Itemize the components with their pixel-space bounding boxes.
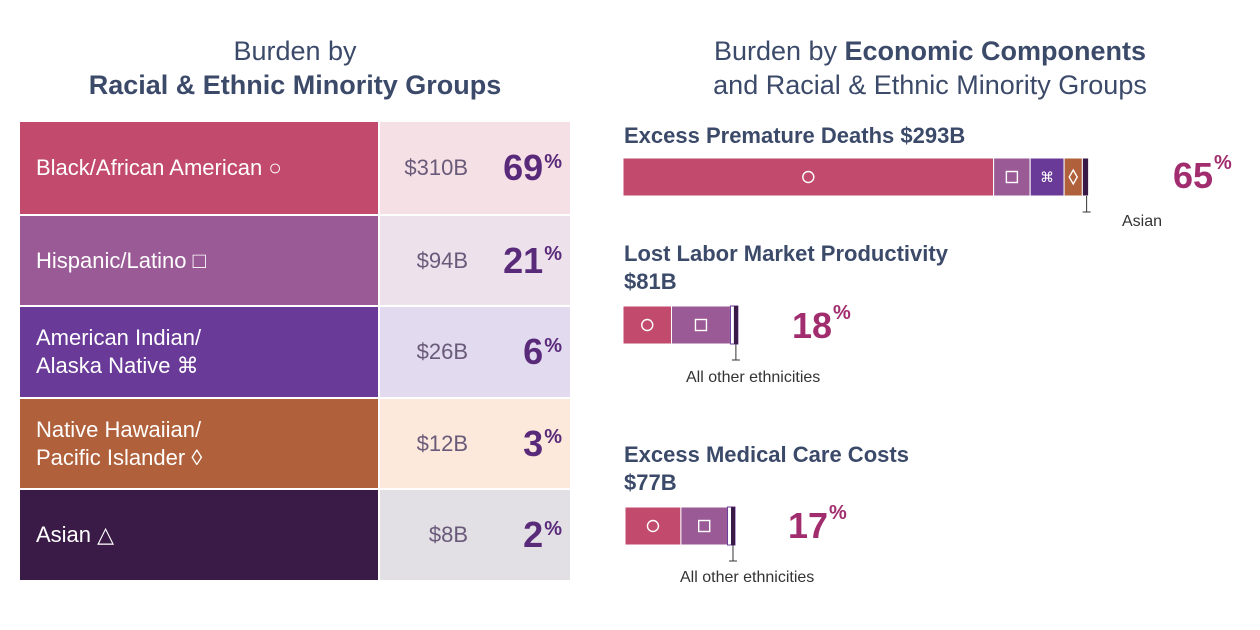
row-percent: 2% [523,514,562,555]
row-percent: 69% [503,147,562,188]
segment-symbol-icon [641,318,654,332]
row-label: Hispanic/Latino □ [20,216,378,305]
row-value-cell: $310B 69% [380,122,570,214]
bar-segment-black-african-american [624,506,682,546]
annotation-asian: Asian [1122,213,1163,230]
left-chart-title: Burden by Racial & Ethnic Minority Group… [20,34,570,102]
segment-symbol-icon [802,170,815,184]
segment-symbol-icon [646,519,660,533]
segment-symbol-icon [1005,170,1019,184]
row-label: Black/African American ○ [20,122,378,214]
bar-segment-asian [1081,157,1090,197]
bar-segment-hispanic-latino [680,506,729,546]
row-amount: $8B [428,522,468,547]
component-heading-productivity: Lost Labor Market Productivity $81B [624,241,948,294]
table-row-aian: American Indian/Alaska Native ⌘ $26B 6% [20,307,570,397]
left-title-line1: Burden by [233,36,357,66]
table-row-black: Black/African American ○ $310B 69% [20,122,570,214]
bar-segment-native-hawaiian-pacific-islander [1063,157,1083,197]
bar-segment-hispanic-latino [993,157,1031,197]
segment-symbol-icon [698,519,711,533]
row-amount: $26B [416,339,468,364]
right-title-line1: Burden by Economic Components [713,36,1147,66]
row-percent: 3% [523,422,562,464]
bar-segment-black-african-american [622,157,995,197]
table-row-hispanic: Hispanic/Latino □ $94B 21% [20,216,570,305]
row-label: Asian △ [20,490,378,580]
component-heading-deaths: Excess Premature Deaths $293B [624,123,966,148]
row-amount: $310B [404,155,468,180]
segment-symbol-icon [1068,168,1079,186]
segment-symbol-icon [694,318,708,332]
component-percent-medical: 17% [788,502,847,546]
component-percent-deaths: 65% [1173,152,1232,196]
row-percent: 21% [503,239,562,281]
right-title-line2: and Racial & Ethnic Minority Groups [713,70,1147,100]
component-percent-productivity: 18% [792,302,851,346]
annotation-other-productivity: All other ethnicities [686,369,821,386]
row-percent: 6% [523,331,562,372]
bar-segment-other-dark [730,507,735,545]
bar-excess-premature-deaths: ⌘ [622,157,1091,213]
row-value-cell: $26B 6% [380,307,570,397]
row-label: American Indian/Alaska Native ⌘ [20,307,378,397]
row-label: Native Hawaiian/Pacific Islander ◊ [20,399,378,488]
row-value-cell: $8B 2% [380,490,570,580]
table-row-nhpi: Native Hawaiian/Pacific Islander ◊ $12B … [20,399,570,488]
row-amount: $12B [416,430,468,456]
bar-lost-labor-productivity [622,305,740,361]
bar-segment-hispanic-latino [670,305,731,345]
annotation-other-medical: All other ethnicities [680,569,815,586]
bar-segment-other-dark [733,306,738,344]
row-amount: $94B [416,247,468,273]
left-title-line2: Racial & Ethnic Minority Groups [88,70,502,100]
right-chart-title: Burden by Economic Components and Racial… [620,34,1240,102]
segment-symbol-icon: ⌘ [1040,170,1054,186]
row-value-cell: $12B 3% [380,399,570,488]
component-heading-medical: Excess Medical Care Costs $77B [624,442,909,495]
bar-excess-medical-costs [624,506,737,562]
row-value-cell: $94B 21% [380,216,570,305]
bar-segment-black-african-american [622,305,672,345]
table-row-asian: Asian △ $8B 2% [20,490,570,580]
